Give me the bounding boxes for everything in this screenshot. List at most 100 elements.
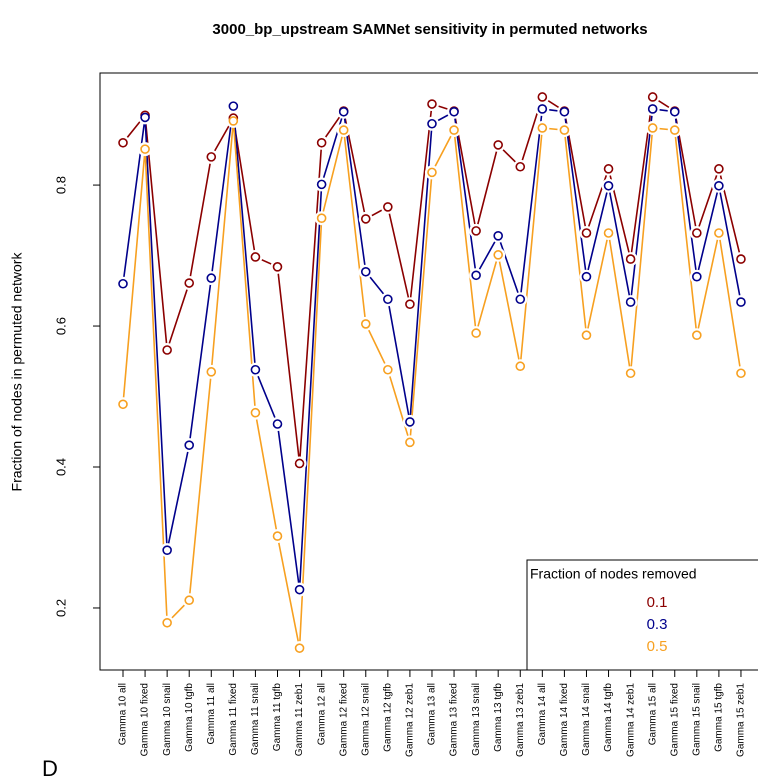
point — [118, 399, 128, 410]
x-tick-label: Gamma 12 fixed — [338, 683, 349, 756]
x-tick-label: Gamma 14 zeb1 — [625, 683, 636, 757]
point — [736, 254, 746, 264]
panel-label: D — [42, 756, 58, 781]
point — [162, 345, 172, 355]
point — [647, 123, 658, 133]
point — [427, 118, 437, 129]
point — [272, 531, 283, 541]
point — [515, 294, 526, 305]
point — [537, 123, 548, 133]
y-tick-label: 0.2 — [53, 599, 68, 617]
point — [206, 273, 217, 283]
point — [206, 367, 217, 377]
point — [383, 294, 393, 305]
point — [449, 106, 459, 117]
y-tick-label: 0.6 — [53, 317, 68, 335]
x-tick-label: Gamma 14 tgfb — [603, 683, 614, 752]
point — [581, 271, 592, 282]
x-tick-label: Gamma 10 snail — [162, 683, 173, 756]
point — [360, 214, 371, 224]
point — [736, 297, 746, 307]
point — [250, 252, 261, 262]
point — [162, 617, 172, 628]
point — [272, 262, 283, 272]
point — [625, 368, 636, 379]
x-tick-label: Gamma 15 zeb1 — [736, 683, 747, 757]
x-tick-label: Gamma 11 snail — [250, 683, 261, 755]
x-tick-label: Gamma 11 all — [206, 683, 217, 745]
point — [736, 368, 746, 379]
point — [405, 299, 415, 309]
point — [427, 99, 437, 109]
point — [581, 228, 592, 238]
point — [294, 643, 305, 653]
point — [537, 104, 548, 114]
legend-title: Fraction of nodes removed — [530, 566, 697, 582]
point — [250, 364, 261, 375]
point — [140, 144, 150, 154]
point — [603, 180, 614, 191]
x-tick-label: Gamma 13 all — [427, 683, 438, 745]
point — [206, 152, 217, 162]
x-tick-label: Gamma 11 fixed — [228, 683, 239, 756]
point — [714, 180, 724, 191]
point — [184, 440, 195, 450]
point — [559, 125, 570, 135]
point — [272, 419, 283, 429]
point — [427, 167, 437, 178]
point — [581, 330, 592, 341]
point — [405, 417, 415, 427]
point — [669, 106, 680, 117]
legend-label: 0.5 — [647, 638, 668, 655]
point — [537, 92, 548, 102]
point — [515, 361, 526, 372]
point — [471, 270, 481, 281]
point — [559, 106, 570, 117]
point — [383, 202, 393, 212]
x-tick-label: Gamma 13 tgfb — [493, 683, 504, 752]
point — [383, 364, 393, 375]
point — [316, 213, 327, 223]
point — [603, 164, 614, 174]
x-tick-label: Gamma 15 all — [647, 683, 658, 745]
x-tick-label: Gamma 13 snail — [471, 683, 482, 756]
point — [669, 125, 680, 135]
point — [647, 92, 658, 102]
x-tick-label: Gamma 15 fixed — [669, 683, 680, 756]
point — [360, 266, 371, 277]
point — [625, 254, 636, 264]
point — [360, 319, 371, 329]
point — [338, 106, 349, 117]
point — [228, 116, 239, 126]
y-tick-label: 0.8 — [53, 176, 68, 194]
plot-frame — [99, 72, 758, 671]
point — [692, 271, 702, 282]
y-tick-label: 0.4 — [53, 458, 68, 476]
legend-label: 0.3 — [647, 616, 668, 633]
point — [250, 407, 261, 418]
point — [316, 137, 327, 148]
point — [338, 125, 349, 135]
x-tick-label: Gamma 10 fixed — [140, 683, 151, 756]
x-tick-label: Gamma 14 snail — [581, 683, 592, 756]
point — [493, 250, 503, 260]
x-tick-label: Gamma 11 tgfb — [272, 683, 283, 752]
point — [493, 140, 503, 150]
point — [471, 328, 481, 338]
chart-title: 3000_bp_upstream SAMNet sensitivity in p… — [212, 21, 647, 38]
point — [471, 226, 481, 236]
x-tick-label: Gamma 11 zeb1 — [294, 683, 305, 757]
x-tick-label: Gamma 14 all — [537, 683, 548, 745]
point — [184, 595, 195, 606]
x-tick-label: Gamma 12 zeb1 — [405, 683, 416, 757]
point — [405, 437, 415, 448]
x-tick-label: Gamma 12 snail — [360, 683, 371, 756]
legend-label: 0.1 — [647, 594, 668, 611]
x-tick-label: Gamma 13 fixed — [449, 683, 460, 756]
point — [493, 231, 503, 241]
point — [692, 330, 702, 341]
point — [515, 161, 526, 172]
x-tick-label: Gamma 10 all — [118, 683, 129, 745]
point — [184, 278, 195, 288]
